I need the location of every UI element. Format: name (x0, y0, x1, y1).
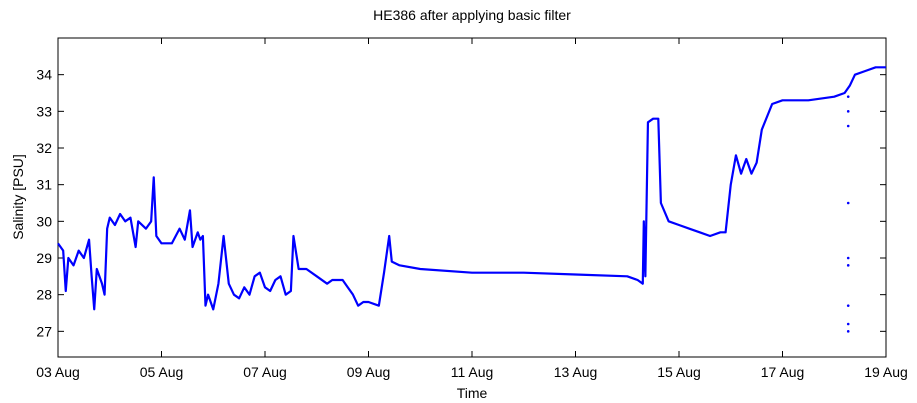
data-point (846, 201, 850, 205)
x-tick-label: 07 Aug (243, 364, 287, 380)
data-point (846, 322, 850, 326)
y-axis-label: Salinity [PSU] (10, 154, 26, 240)
chart-title: HE386 after applying basic filter (373, 7, 571, 23)
y-tick-label: 30 (36, 213, 52, 229)
y-tick-label: 32 (36, 140, 52, 156)
plot-frame (57, 37, 887, 358)
data-point (846, 304, 850, 307)
data-point (846, 330, 850, 333)
x-tick-label: 11 Aug (451, 364, 494, 380)
data-point (846, 124, 850, 128)
data-point (846, 95, 850, 98)
data-point (846, 264, 850, 267)
data-line (57, 66, 886, 311)
x-tick-label: 09 Aug (347, 364, 391, 380)
x-tick-label: 05 Aug (140, 364, 184, 380)
y-tick-label: 31 (36, 177, 52, 193)
y-tick-label: 34 (36, 67, 52, 83)
data-point (846, 256, 850, 260)
x-tick-label: 19 Aug (864, 364, 908, 380)
y-tick-label: 28 (36, 287, 52, 303)
y-tick-label: 27 (36, 323, 52, 339)
y-tick-label: 33 (36, 103, 52, 119)
y-tick-label: 29 (36, 250, 52, 266)
x-tick-label: 03 Aug (36, 364, 80, 380)
x-axis-label: Time (457, 385, 488, 401)
x-tick-label: 13 Aug (554, 364, 598, 380)
data-point (846, 110, 850, 113)
x-tick-label: 17 Aug (761, 364, 805, 380)
x-tick-label: 15 Aug (657, 364, 701, 380)
